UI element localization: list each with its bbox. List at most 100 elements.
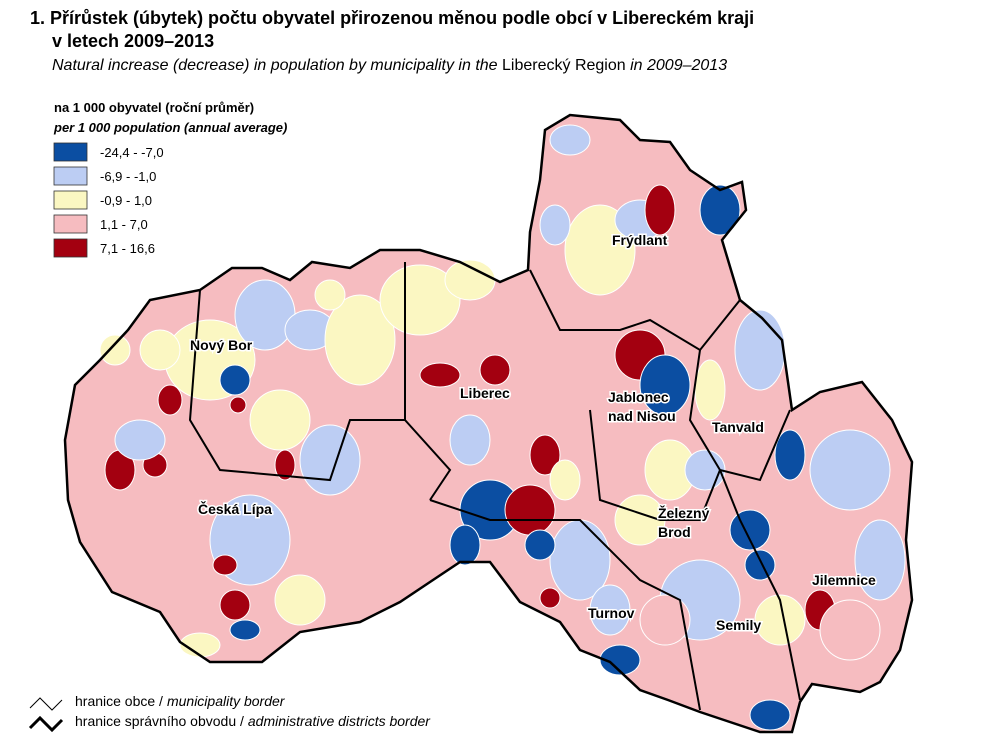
border-english: administrative districts border: [248, 713, 431, 729]
district-border: [719, 469, 801, 701]
town-label: Semily: [716, 617, 761, 633]
border-english: municipality border: [167, 693, 286, 709]
legend-label: 7,1 - 16,6: [100, 241, 155, 256]
municipality: [819, 599, 881, 661]
town-label-line: Jablonec: [608, 389, 669, 405]
municipality: [539, 587, 561, 609]
town-label: Frýdlant: [612, 232, 668, 248]
municipality: [694, 359, 726, 421]
municipality: [854, 519, 906, 601]
municipality: [639, 594, 691, 646]
subtitle-part: Liberecký Region: [502, 57, 626, 74]
legend-swatch: [53, 190, 88, 210]
town-label: Jilemnice: [812, 572, 876, 588]
legend: -24,4 - -7,0 -6,9 - -1,0 -0,9 - 1,0 1,1 - 7…: [53, 142, 164, 258]
municipality: [99, 334, 131, 366]
region-border: [63, 113, 914, 734]
legend-label: -6,9 - -1,0: [100, 169, 156, 184]
district-border: [404, 262, 452, 501]
legend-swatch: [53, 214, 88, 234]
subtitle-part: in 2009–2013: [630, 57, 727, 74]
municipality: [249, 389, 311, 451]
municipality: [449, 524, 481, 566]
municipality: [549, 124, 591, 156]
municipality: [504, 484, 556, 536]
town-label-line: Frýdlant: [612, 232, 668, 248]
legend-label: 1,1 - 7,0: [100, 217, 148, 232]
municipality: [529, 434, 561, 476]
town-label: Česká Lípa: [198, 500, 272, 517]
border-czech: hranice správního obvodu /: [75, 713, 244, 729]
municipality: [157, 384, 183, 416]
municipality: [644, 184, 676, 236]
town-label-line: Česká Lípa: [198, 500, 272, 517]
town-label-line: Jilemnice: [812, 572, 876, 588]
municipality: [774, 429, 806, 481]
legend-swatch: [53, 166, 88, 186]
district-border: [429, 499, 701, 711]
legend-subtitle: per 1 000 population (annual average): [53, 120, 287, 135]
town-label: Tanvald: [712, 419, 764, 435]
legend-swatch: [53, 238, 88, 258]
town-label-line: Nový Bor: [190, 337, 253, 353]
legend-label: -24,4 - -7,0: [100, 145, 164, 160]
legend-label: -0,9 - 1,0: [100, 193, 152, 208]
district-border: [589, 409, 721, 521]
municipality: [299, 424, 361, 496]
subtitle: Natural increase (decrease) in populatio…: [52, 57, 727, 74]
municipality: [524, 529, 556, 561]
subtitle-part: Natural increase (decrease) in populatio…: [52, 57, 498, 74]
legend-swatch: [53, 142, 88, 162]
town-label-line: nad Nisou: [608, 408, 676, 424]
border-sample: [28, 715, 64, 733]
town-label: Jablonec nad Nisou: [608, 389, 676, 424]
municipality: [599, 644, 641, 676]
municipality: [754, 594, 806, 646]
municipality: [749, 699, 791, 731]
district-border: [188, 289, 405, 482]
municipality: [219, 589, 251, 621]
town-label: Železný Brod: [658, 504, 710, 540]
map: [63, 113, 914, 734]
municipality: [379, 264, 461, 336]
municipality: [139, 329, 181, 371]
municipality: [734, 309, 786, 391]
municipality: [639, 354, 691, 416]
municipality: [219, 364, 251, 396]
town-label: Turnov: [588, 605, 635, 621]
municipality: [114, 419, 166, 461]
legend-title: na 1 000 obyvatel (roční průměr): [54, 100, 254, 115]
town-label-line: Brod: [658, 524, 691, 540]
municipality: [699, 184, 741, 236]
town-label-line: Liberec: [460, 385, 510, 401]
town-label: Liberec: [460, 385, 510, 401]
border-legend-text: hranice správního obvodu / administrative…: [75, 713, 431, 729]
municipality: [274, 574, 326, 626]
municipality: [229, 619, 261, 641]
municipality: [324, 294, 396, 386]
municipality: [539, 204, 571, 246]
municipality: [229, 396, 247, 414]
town-labels: Nový Bor Liberec Frýdlant Jablonec nad Nisou…: [189, 231, 878, 635]
municipality: [744, 549, 776, 581]
title: 1. Přírůstek (úbytek) počtu obyvatel při…: [30, 8, 754, 28]
municipality: [729, 509, 771, 551]
municipality: [549, 459, 581, 501]
town-label-line: Tanvald: [712, 419, 764, 435]
municipality: [479, 354, 511, 386]
town-label-line: Semily: [716, 617, 761, 633]
municipality: [212, 554, 238, 576]
district-border: [529, 269, 741, 352]
town-label-line: Železný: [658, 504, 710, 521]
border-sample: [29, 697, 63, 711]
municipality: [314, 279, 346, 311]
municipality: [589, 584, 631, 636]
border-legend-text: hranice obce / municipality border: [75, 693, 286, 709]
municipality: [449, 414, 491, 466]
town-label-line: Turnov: [588, 605, 635, 621]
municipality: [809, 429, 891, 511]
municipality: [419, 362, 461, 388]
municipality: [179, 632, 221, 658]
border-legend: hranice obce / municipality border hranice…: [28, 693, 431, 733]
